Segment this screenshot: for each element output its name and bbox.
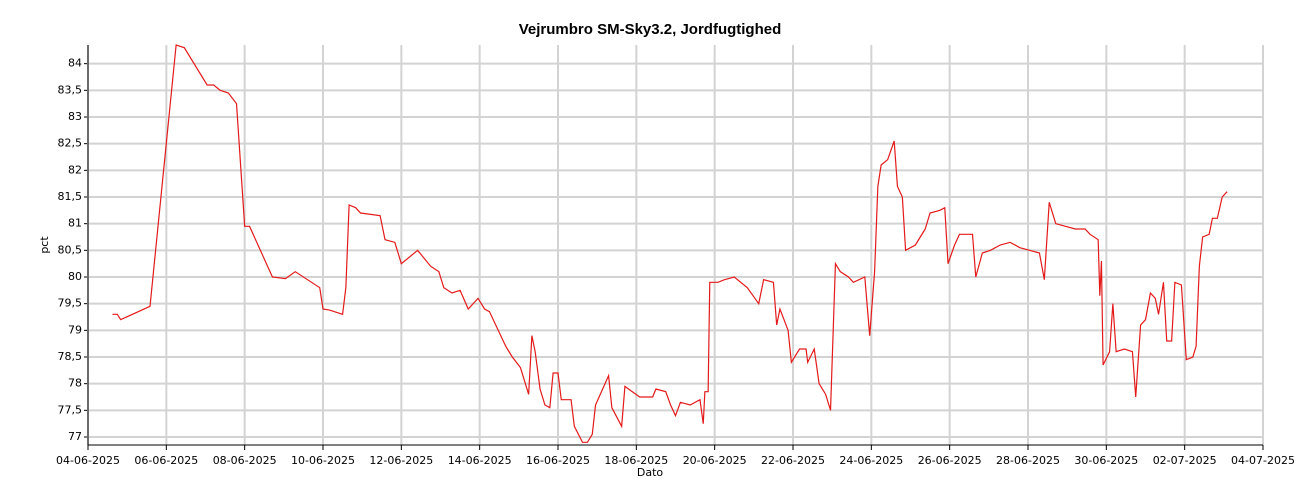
x-tick-label: 26-06-2025 <box>918 454 982 467</box>
y-tick-label: 79,5 <box>58 297 83 310</box>
y-tick-label: 77,5 <box>58 403 83 416</box>
x-tick-label: 04-06-2025 <box>56 454 120 467</box>
x-tick-label: 04-07-2025 <box>1231 454 1295 467</box>
y-tick-label: 80,5 <box>58 243 83 256</box>
chart-title: Vejrumbro SM-Sky3.2, Jordfugtighed <box>519 21 782 38</box>
x-axis-label: Dato <box>637 466 664 479</box>
x-tick-label: 20-06-2025 <box>683 454 747 467</box>
y-tick-label: 78,5 <box>58 350 83 363</box>
x-tick-label: 08-06-2025 <box>213 454 277 467</box>
x-tick-label: 24-06-2025 <box>839 454 903 467</box>
y-tick-label: 83,5 <box>58 83 83 96</box>
x-tick-label: 30-06-2025 <box>1074 454 1138 467</box>
y-axis-label: pct <box>38 236 51 254</box>
y-tick-label: 81,5 <box>58 190 83 203</box>
x-tick-label: 12-06-2025 <box>369 454 433 467</box>
data-line <box>112 44 1228 443</box>
y-tick-label: 82 <box>68 163 82 176</box>
x-tick-label: 10-06-2025 <box>291 454 355 467</box>
x-tick-label: 16-06-2025 <box>526 454 590 467</box>
y-tick-label: 84 <box>68 57 82 70</box>
x-tick-label: 02-07-2025 <box>1153 454 1217 467</box>
x-tick-label: 06-06-2025 <box>134 454 198 467</box>
y-tick-label: 79 <box>68 323 82 336</box>
x-tick-label: 22-06-2025 <box>761 454 825 467</box>
y-tick-label: 77 <box>68 430 82 443</box>
y-tick-label: 82,5 <box>58 137 83 150</box>
y-tick-label: 81 <box>68 217 82 230</box>
y-tick-label: 80 <box>68 270 82 283</box>
y-tick-label: 78 <box>68 377 82 390</box>
x-tick-label: 18-06-2025 <box>604 454 668 467</box>
x-tick-label: 14-06-2025 <box>448 454 512 467</box>
x-tick-label: 28-06-2025 <box>996 454 1060 467</box>
y-tick-label: 83 <box>68 110 82 123</box>
